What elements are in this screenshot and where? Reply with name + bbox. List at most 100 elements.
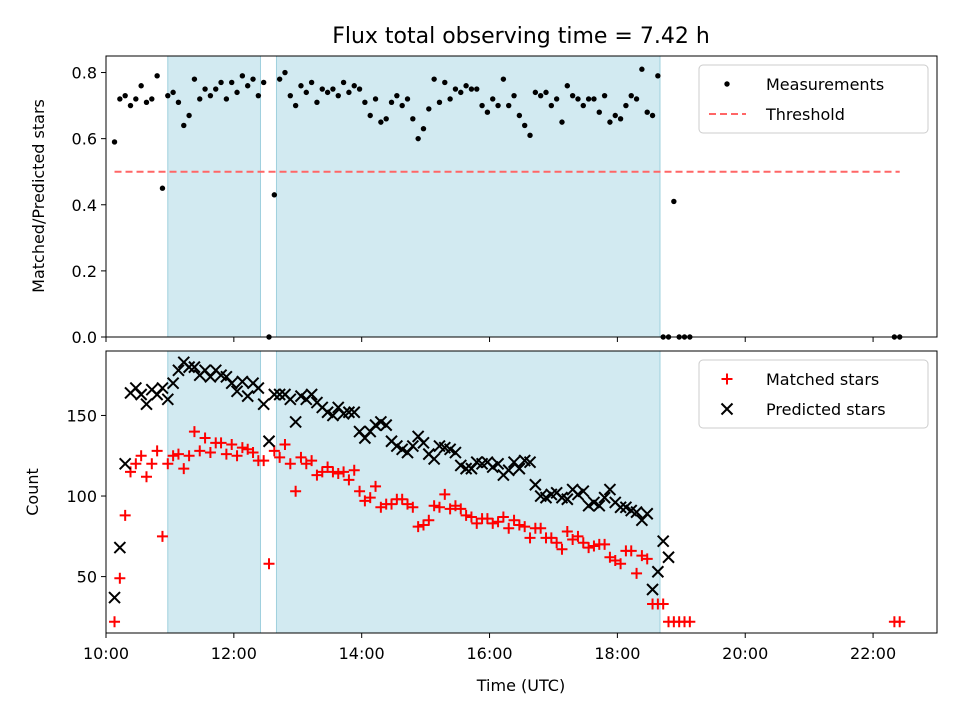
measurement-point xyxy=(479,102,485,109)
matched-star-point xyxy=(231,450,243,462)
measurement-point xyxy=(575,96,581,102)
measurement-point xyxy=(516,112,523,119)
measurement-point xyxy=(655,73,661,79)
measurement-point xyxy=(111,139,118,145)
measurement-point xyxy=(521,122,528,129)
matched-star-point xyxy=(348,464,360,476)
predicted-star-point xyxy=(459,462,473,475)
predicted-star-point xyxy=(225,377,238,390)
predicted-star-point xyxy=(641,507,654,520)
measurement-point xyxy=(500,76,507,82)
measurement-point xyxy=(138,83,144,89)
measurement-point xyxy=(186,112,192,119)
matched-star-point xyxy=(386,498,398,510)
predicted-star-point xyxy=(427,452,441,466)
measurement-point xyxy=(149,96,155,102)
predicted-star-point xyxy=(523,455,537,469)
top-y-tick-label: 0.8 xyxy=(72,64,97,83)
predicted-star-point xyxy=(230,385,244,398)
measurement-point xyxy=(207,92,214,99)
matched-star-point xyxy=(657,598,669,610)
matched-star-point xyxy=(561,525,573,537)
measurement-point xyxy=(127,102,134,109)
matched-star-point xyxy=(247,447,259,459)
measurement-point xyxy=(351,83,357,89)
measurement-point xyxy=(383,116,389,122)
predicted-star-point xyxy=(236,375,249,388)
matched-star-point xyxy=(119,509,131,521)
predicted-star-point xyxy=(134,388,148,401)
matched-star-point xyxy=(167,450,179,462)
measurement-point xyxy=(436,99,443,105)
predicted-star-point xyxy=(161,393,174,406)
bottom-legend-label: Predicted stars xyxy=(766,400,886,419)
predicted-star-point xyxy=(273,388,286,401)
top-series-0 xyxy=(111,66,903,340)
measurement-point xyxy=(490,96,496,102)
measurement-point xyxy=(639,66,645,72)
matched-star-point xyxy=(370,480,382,492)
predicted-star-point xyxy=(257,397,270,411)
measurement-point xyxy=(213,86,219,92)
measurement-point xyxy=(191,76,198,82)
measurement-point xyxy=(202,86,208,92)
matched-star-point xyxy=(178,463,190,475)
measurement-point xyxy=(143,99,150,105)
measurement-point xyxy=(356,86,363,92)
matched-star-point xyxy=(306,455,318,467)
matched-star-point xyxy=(204,447,216,459)
measurement-point xyxy=(633,96,640,102)
matched-star-point xyxy=(615,558,627,570)
measurement-point xyxy=(271,192,278,198)
measurement-point xyxy=(607,119,613,125)
measurement-point xyxy=(468,86,475,92)
measurement-point xyxy=(223,96,230,102)
predicted-star-point xyxy=(268,388,281,401)
measurement-point xyxy=(239,73,246,79)
matched-star-point xyxy=(130,458,142,470)
matched-star-point xyxy=(226,438,238,450)
predicted-star-point xyxy=(406,439,420,453)
measurement-point xyxy=(362,99,368,105)
measurement-point xyxy=(234,89,240,96)
measurement-point xyxy=(564,83,571,89)
matched-star-point xyxy=(503,522,515,534)
bottom-legend-box xyxy=(698,359,929,429)
matched-star-point xyxy=(407,501,419,513)
bottom-series-0 xyxy=(109,426,906,628)
measurement-point xyxy=(287,92,294,99)
predicted-star-point xyxy=(289,415,302,429)
matched-star-point xyxy=(497,511,509,523)
measurement-point xyxy=(292,102,299,109)
measurement-point xyxy=(170,89,176,96)
measurement-point xyxy=(591,96,597,102)
matched-star-point xyxy=(588,540,600,552)
measurement-point xyxy=(463,83,469,89)
measurement-point xyxy=(372,96,379,102)
measurement-point xyxy=(559,119,565,125)
matched-star-point xyxy=(236,442,248,454)
measurement-point xyxy=(378,119,384,125)
predicted-star-point xyxy=(348,406,361,419)
predicted-star-point xyxy=(172,364,185,377)
measurement-point xyxy=(553,96,560,102)
matched-star-point xyxy=(519,521,531,533)
matched-star-point xyxy=(354,485,366,497)
measurement-point xyxy=(484,109,491,115)
matched-star-point xyxy=(439,488,451,500)
measurement-point xyxy=(495,102,501,109)
matched-star-point xyxy=(332,467,344,479)
legend-predicted-swatch xyxy=(720,402,734,416)
predicted-star-point xyxy=(188,360,201,374)
predicted-star-point xyxy=(502,464,515,477)
predicted-star-point xyxy=(166,377,180,390)
measurement-point xyxy=(218,79,224,86)
predicted-star-point xyxy=(656,534,670,548)
measurement-point xyxy=(442,79,448,86)
measurement-point xyxy=(601,92,608,99)
matched-star-point xyxy=(572,530,584,542)
matched-star-point xyxy=(284,458,296,470)
predicted-star-point xyxy=(630,505,643,519)
measurement-point xyxy=(340,79,347,86)
